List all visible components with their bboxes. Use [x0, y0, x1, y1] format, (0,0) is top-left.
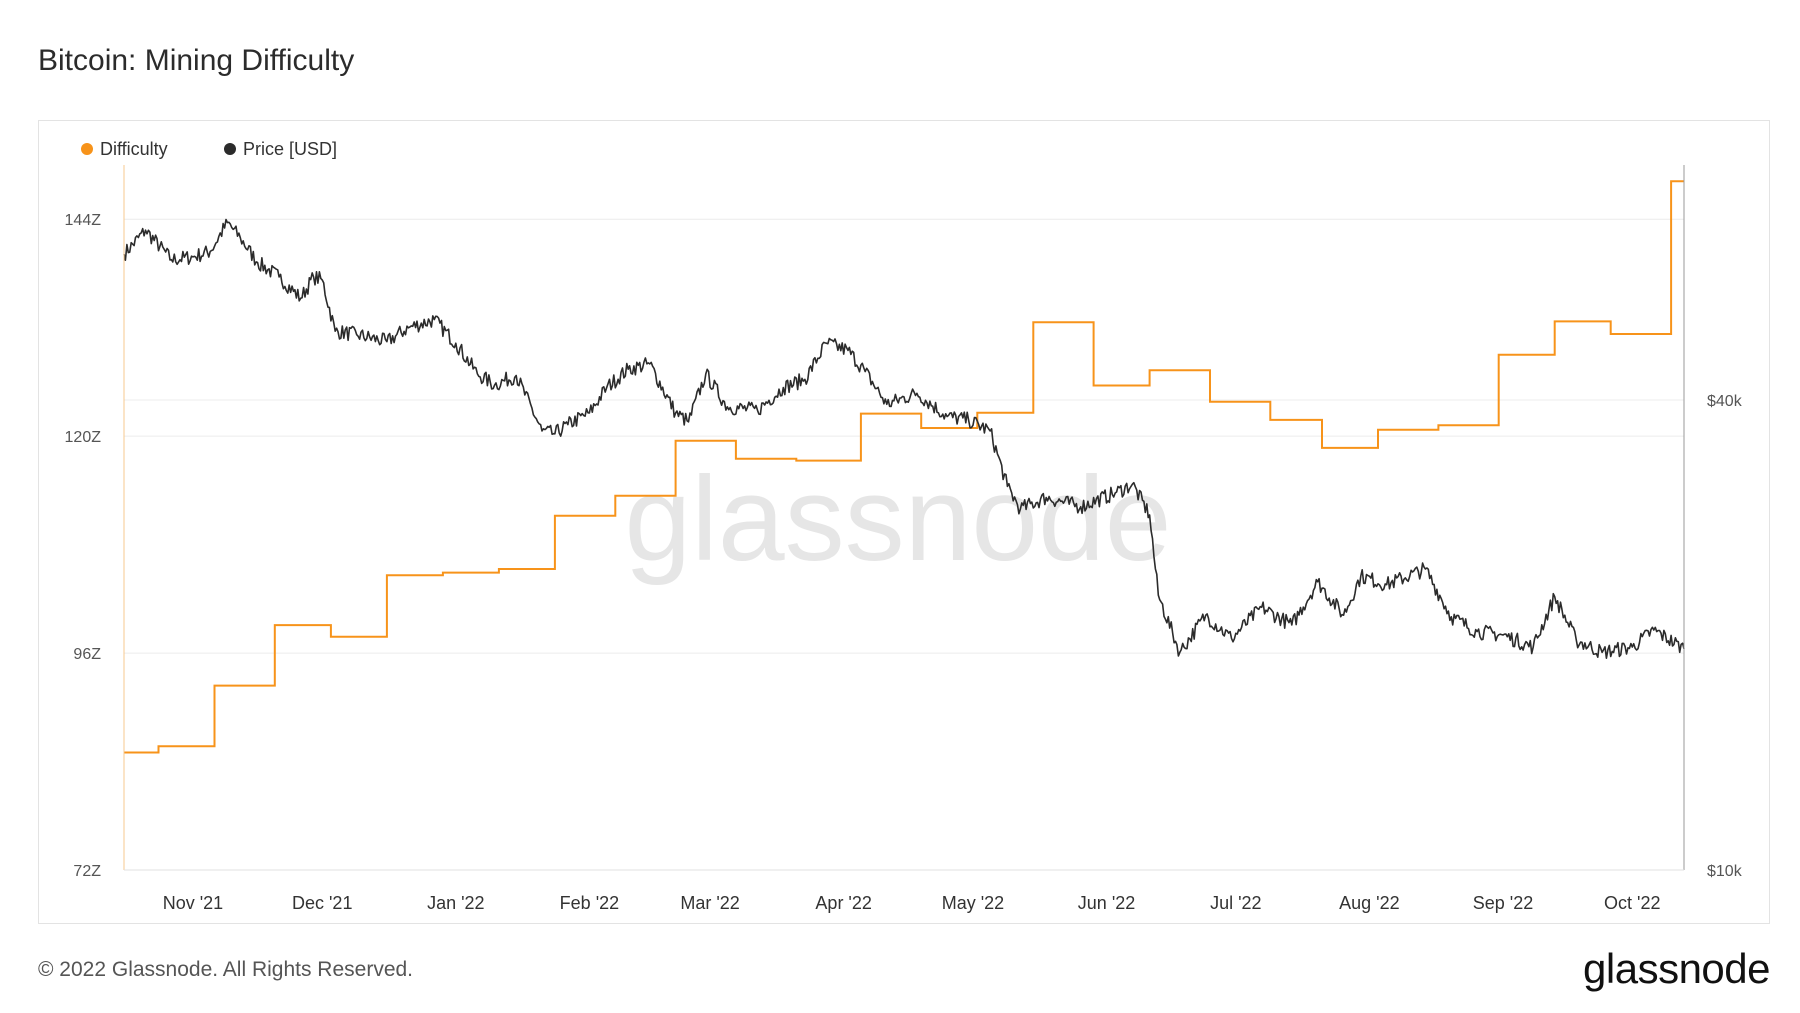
x-tick-label: Mar '22 — [680, 893, 739, 913]
price-line — [123, 218, 1685, 659]
x-tick-label: Dec '21 — [292, 893, 352, 913]
x-tick-label: May '22 — [942, 893, 1004, 913]
copyright-text: © 2022 Glassnode. All Rights Reserved. — [38, 958, 414, 981]
legend: Difficulty Price [USD] — [81, 139, 337, 159]
legend-dot-difficulty — [81, 143, 93, 155]
difficulty-line — [124, 180, 1684, 754]
y-left-tick-label: 144Z — [65, 212, 102, 229]
difficulty-series — [124, 180, 1684, 754]
x-tick-label: Jul '22 — [1210, 893, 1261, 913]
legend-label-difficulty: Difficulty — [100, 139, 168, 159]
x-tick-label: Apr '22 — [815, 893, 871, 913]
chart-frame — [38, 120, 1770, 924]
brand-logo: glassnode — [1583, 945, 1770, 992]
price-series — [123, 218, 1685, 659]
x-tick-label: Aug '22 — [1339, 893, 1400, 913]
legend-label-price: Price [USD] — [243, 139, 337, 159]
x-tick-label: Nov '21 — [163, 893, 223, 913]
y-right-tick-label: $10k — [1707, 863, 1743, 880]
y-left-tick-label: 96Z — [73, 646, 101, 663]
x-tick-label: Oct '22 — [1604, 893, 1660, 913]
x-tick-label: Feb '22 — [560, 893, 619, 913]
y-right-tick-label: $40k — [1707, 393, 1743, 410]
x-tick-label: Sep '22 — [1473, 893, 1534, 913]
axes: 72Z 96Z 120Z 144Z $10k $40k Nov '21 Dec '21 Jan … — [65, 165, 1743, 913]
chart-title: Bitcoin: Mining Difficulty — [38, 44, 355, 77]
watermark: glassnode — [624, 452, 1171, 586]
x-tick-label: Jan '22 — [427, 893, 484, 913]
legend-dot-price — [224, 143, 236, 155]
y-left-tick-label: 120Z — [65, 429, 102, 446]
y-left-tick-label: 72Z — [73, 863, 101, 880]
x-tick-label: Jun '22 — [1078, 893, 1135, 913]
